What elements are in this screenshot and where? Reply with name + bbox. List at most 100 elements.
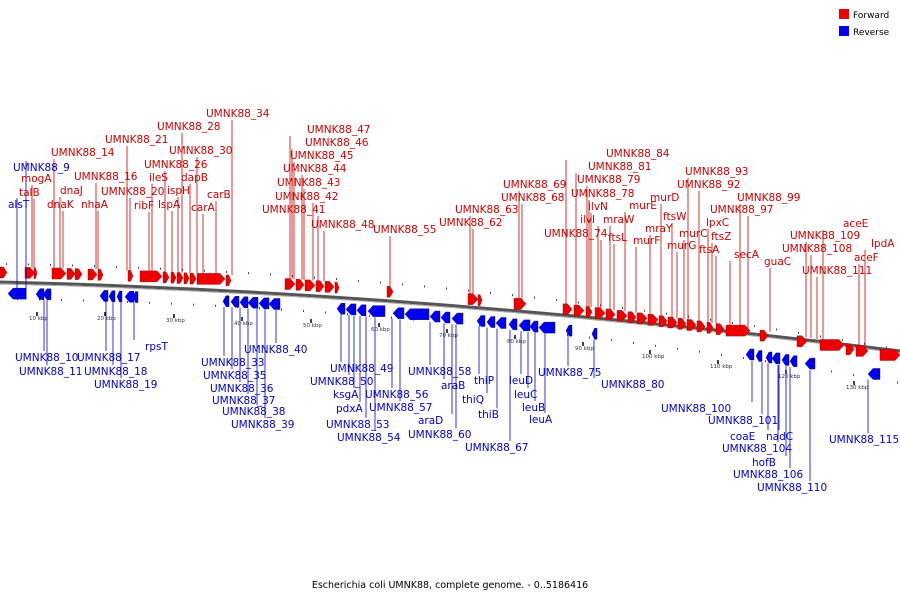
reverse-gene-arrow — [867, 368, 881, 380]
minor-tick — [776, 328, 777, 331]
forward-gene-arrow — [225, 274, 232, 287]
minor-tick — [347, 313, 348, 316]
forward-gene-arrow — [616, 310, 628, 322]
minor-tick — [688, 315, 689, 318]
scale-tick-label: 110 kbp — [710, 364, 733, 370]
forward-gene-label: lpxC — [706, 217, 729, 229]
gene-track — [0, 266, 900, 380]
reverse-gene-arrow — [789, 355, 798, 367]
reverse-gene-label: UMNK88_18 — [84, 366, 147, 378]
forward-gene-arrow — [677, 318, 687, 330]
scale-tick-label: 40 kbp — [234, 321, 253, 327]
forward-gene-arrow — [636, 312, 648, 325]
forward-gene-label: UMNK88_109 — [790, 230, 860, 242]
minor-tick — [512, 294, 513, 297]
minor-tick — [732, 321, 733, 324]
forward-gene-arrow — [879, 349, 900, 361]
minor-tick — [479, 324, 480, 327]
forward-gene-label: UMNK88_81 — [588, 161, 651, 173]
reverse-gene-label: UMNK88_50 — [310, 376, 373, 388]
reverse-gene-label: UMNK88_106 — [733, 469, 803, 481]
forward-gene-arrow — [467, 293, 479, 305]
forward-gene-label: UMNK88_28 — [157, 121, 220, 133]
minor-tick — [424, 285, 425, 288]
reverse-gene-label: UMNK88_9 — [13, 162, 70, 174]
forward-gene-label: UMNK88_74 — [544, 228, 608, 240]
minor-tick — [303, 310, 304, 313]
reverse-gene-arrow — [518, 319, 531, 332]
forward-gene-label: nhaA — [81, 199, 109, 211]
reverse-gene-label: UMNK88_110 — [757, 482, 827, 494]
forward-gene-label: UMNK88_99 — [737, 192, 800, 204]
scale-tick-label: 30 kbp — [166, 318, 185, 324]
reverse-gene-arrow — [440, 311, 451, 324]
forward-gene-arrow — [627, 311, 637, 323]
forward-gene-label: carB — [207, 189, 231, 201]
reverse-gene-arrow — [745, 348, 755, 361]
forward-gene-label: ftsL — [608, 232, 627, 244]
minor-tick — [490, 291, 491, 294]
reverse-gene-label: alsT — [8, 199, 30, 211]
forward-gene-arrow — [127, 270, 134, 282]
forward-gene-label: lspA — [158, 199, 181, 211]
scale-tick-label: 130 kbp — [846, 385, 869, 391]
forward-gene-arrow — [170, 271, 177, 284]
forward-gene-label: ribF — [134, 200, 154, 212]
legend-forward-label: Forward — [853, 11, 889, 21]
forward-gene-label: UMNK88_16 — [74, 171, 138, 183]
minor-tick — [171, 302, 172, 305]
forward-gene-label: murE — [629, 200, 657, 212]
reverse-gene-arrow — [392, 307, 405, 319]
forward-gene-arrow — [295, 279, 305, 291]
reverse-gene-arrow — [538, 321, 556, 334]
forward-gene-label: ilvN — [588, 201, 608, 213]
minor-tick — [644, 309, 645, 312]
forward-gene-label: UMNK88_20 — [101, 186, 164, 198]
forward-gene-arrow — [845, 343, 855, 355]
minor-tick — [468, 289, 469, 292]
reverse-gene-arrow — [451, 312, 464, 325]
forward-gene-label: aceE — [843, 218, 868, 230]
reverse-gene-label: UMNK88_35 — [203, 370, 266, 382]
minor-tick — [446, 287, 447, 290]
reverse-gene-arrow — [765, 351, 773, 364]
forward-gene-label: UMNK88_84 — [606, 148, 670, 160]
reverse-gene-label: UMNK88_104 — [722, 443, 792, 455]
minor-tick — [314, 276, 315, 279]
forward-gene-label: aceF — [854, 252, 879, 264]
forward-gene-label: mraY — [645, 223, 673, 235]
forward-gene-label: UMNK88_63 — [455, 204, 518, 216]
reverse-gene-label: UMNK88_17 — [77, 352, 140, 364]
reverse-gene-label: pdxA — [336, 403, 364, 415]
forward-gene-label: UMNK88_111 — [802, 265, 872, 277]
forward-gene-arrow — [725, 324, 751, 337]
forward-gene-label: UMNK88_21 — [105, 134, 168, 146]
reverse-gene-arrow — [404, 308, 430, 320]
reverse-gene-arrow — [124, 291, 135, 303]
scale-tick-label: 80 kbp — [507, 339, 526, 345]
forward-gene-arrow — [658, 315, 668, 327]
minor-tick — [391, 316, 392, 319]
reverse-gene-label: UMNK88_39 — [231, 419, 294, 431]
reverse-gene-label: araB — [441, 380, 465, 392]
reverse-gene-label: thiB — [478, 409, 499, 421]
minor-tick — [666, 312, 667, 315]
forward-gene-label: dapB — [181, 172, 208, 184]
reverse-gene-label: coaE — [730, 431, 755, 443]
forward-gene-arrow — [189, 272, 197, 285]
reverse-gene-arrow — [508, 318, 518, 331]
forward-gene-arrow — [647, 314, 659, 326]
forward-gene-label: UMNK88_44 — [283, 163, 347, 175]
reverse-gene-label: UMNK88_57 — [369, 402, 432, 414]
reverse-gene-arrow — [132, 291, 139, 303]
minor-tick — [754, 325, 755, 328]
forward-gene-label: UMNK88_55 — [373, 224, 436, 236]
minor-tick — [39, 298, 40, 301]
reverse-gene-arrow — [529, 320, 539, 333]
minor-tick — [556, 299, 557, 302]
forward-gene-arrow — [24, 267, 36, 279]
forward-gene-arrow — [562, 303, 573, 316]
minor-tick — [61, 298, 62, 301]
reverse-gene-arrow — [591, 328, 598, 340]
